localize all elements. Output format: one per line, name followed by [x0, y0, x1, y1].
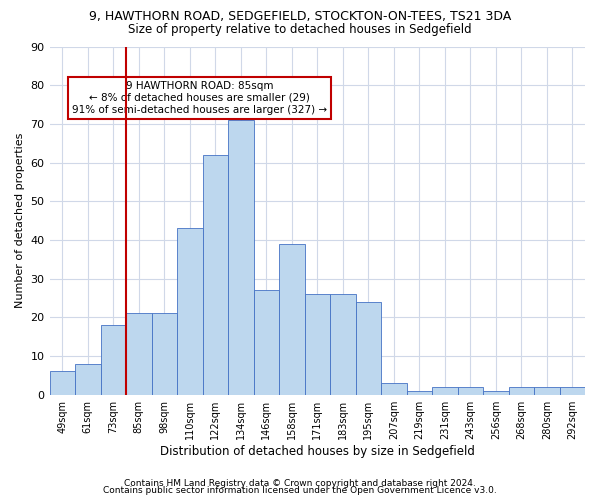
Y-axis label: Number of detached properties: Number of detached properties: [15, 133, 25, 308]
Bar: [177, 228, 203, 394]
Bar: [560, 387, 585, 394]
Text: Contains public sector information licensed under the Open Government Licence v3: Contains public sector information licen…: [103, 486, 497, 495]
Bar: [356, 302, 381, 394]
Text: 9 HAWTHORN ROAD: 85sqm
← 8% of detached houses are smaller (29)
91% of semi-deta: 9 HAWTHORN ROAD: 85sqm ← 8% of detached …: [72, 82, 327, 114]
Text: 9, HAWTHORN ROAD, SEDGEFIELD, STOCKTON-ON-TEES, TS21 3DA: 9, HAWTHORN ROAD, SEDGEFIELD, STOCKTON-O…: [89, 10, 511, 23]
Bar: [509, 387, 534, 394]
Text: Contains HM Land Registry data © Crown copyright and database right 2024.: Contains HM Land Registry data © Crown c…: [124, 478, 476, 488]
Bar: [126, 314, 152, 394]
Bar: [534, 387, 560, 394]
Bar: [432, 387, 458, 394]
Text: Size of property relative to detached houses in Sedgefield: Size of property relative to detached ho…: [128, 22, 472, 36]
Bar: [458, 387, 483, 394]
Bar: [50, 372, 75, 394]
Bar: [203, 155, 228, 394]
Bar: [152, 314, 177, 394]
Bar: [101, 325, 126, 394]
Bar: [483, 391, 509, 394]
Bar: [305, 294, 330, 394]
X-axis label: Distribution of detached houses by size in Sedgefield: Distribution of detached houses by size …: [160, 444, 475, 458]
Bar: [254, 290, 279, 395]
Bar: [330, 294, 356, 394]
Bar: [279, 244, 305, 394]
Bar: [381, 383, 407, 394]
Bar: [75, 364, 101, 394]
Bar: [228, 120, 254, 394]
Bar: [407, 391, 432, 394]
